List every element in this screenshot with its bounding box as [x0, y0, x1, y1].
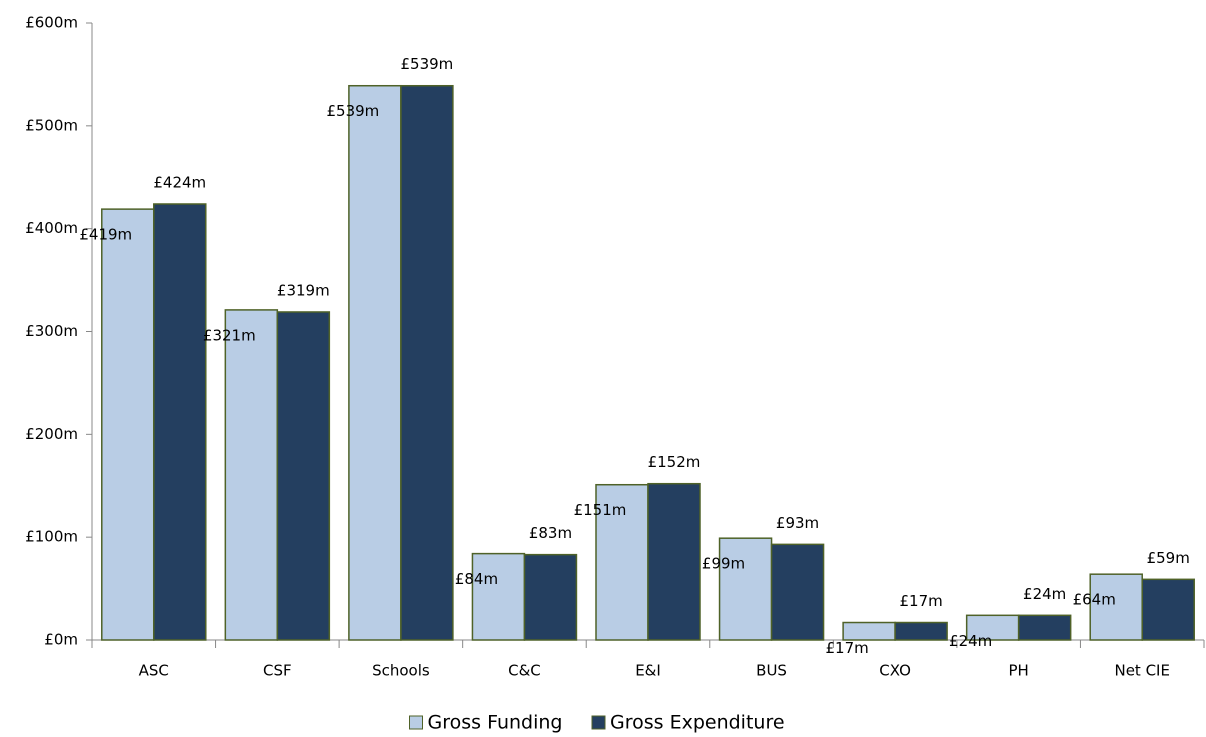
y-tick-label: £400m [25, 219, 78, 237]
value-label: £64m [1073, 591, 1116, 609]
value-label: £419m [79, 226, 132, 244]
x-tick-label: E&I [635, 662, 661, 680]
x-tick-label: Net CIE [1114, 662, 1169, 680]
bar [1089, 573, 1143, 641]
bar [1017, 614, 1072, 641]
legend-swatch [409, 715, 423, 730]
bar [718, 537, 773, 641]
value-label: £17m [899, 592, 942, 610]
bar [1141, 578, 1195, 641]
bar [400, 84, 454, 641]
y-tick-label: £100m [25, 528, 78, 546]
value-label: £424m [153, 173, 206, 191]
value-label: £321m [203, 326, 256, 344]
value-label: £83m [529, 524, 572, 542]
bar [595, 483, 649, 641]
value-label: £319m [277, 281, 330, 299]
y-tick-label: £0m [44, 631, 78, 649]
bar [965, 614, 1020, 641]
x-tick-label: C&C [508, 662, 541, 680]
value-label: £152m [648, 453, 701, 471]
value-label: £539m [326, 102, 379, 120]
legend-label: Gross Funding [428, 712, 563, 734]
bar [647, 482, 701, 641]
legend-swatch [591, 715, 606, 730]
bar [101, 208, 155, 641]
bar [842, 621, 896, 641]
value-label: £59m [1147, 549, 1190, 567]
value-label: £99m [702, 555, 745, 573]
bar [153, 203, 207, 641]
bar [471, 552, 526, 641]
x-tick-label: PH [1009, 662, 1029, 680]
y-tick-label: £600m [25, 14, 78, 32]
x-tick-label: CSF [263, 662, 292, 680]
value-label: £84m [455, 570, 498, 588]
value-label: £17m [825, 639, 868, 657]
value-label: £151m [574, 501, 627, 519]
bar [770, 543, 825, 641]
y-tick-label: £200m [25, 425, 78, 443]
y-tick-label: £500m [25, 116, 78, 134]
x-tick-label: ASC [139, 662, 169, 680]
bar [894, 621, 948, 641]
x-tick-label: BUS [756, 662, 787, 680]
x-tick-label: CXO [879, 662, 911, 680]
bar [276, 311, 331, 641]
value-label: £539m [400, 55, 453, 73]
value-label: £24m [1023, 585, 1066, 603]
bar [523, 553, 578, 641]
x-tick-label: Schools [372, 662, 430, 680]
y-tick-label: £300m [25, 322, 78, 340]
value-label: £24m [949, 632, 992, 650]
bar [224, 309, 279, 641]
bar [348, 84, 402, 641]
legend-label: Gross Expenditure [610, 712, 785, 734]
value-label: £93m [776, 514, 819, 532]
